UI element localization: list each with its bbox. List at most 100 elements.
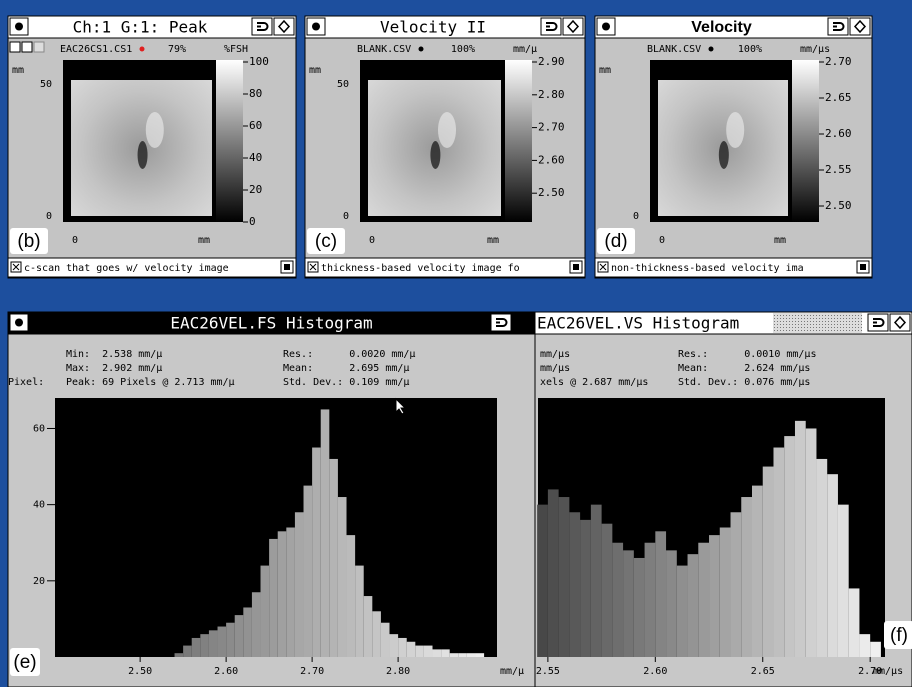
restore-button[interactable] (252, 18, 272, 35)
x-tick-label: 2.55 (536, 666, 560, 677)
x-zero-label: 0 (369, 235, 375, 246)
histogram-bar (784, 436, 795, 657)
resize-icon (284, 264, 290, 270)
histogram-bar (355, 566, 364, 657)
histogram-bar (458, 653, 467, 657)
unit: mm/µs (800, 44, 830, 55)
histogram-bar (450, 653, 459, 657)
histogram-bar (698, 543, 709, 657)
unit: %FSH (224, 44, 248, 55)
toolbar-icon[interactable] (10, 42, 20, 52)
window-title: Velocity (691, 19, 752, 36)
histogram-bar (795, 421, 806, 657)
histogram-bar (278, 531, 287, 657)
figure-tag: (f) (890, 625, 908, 646)
histogram-bar (175, 653, 184, 657)
restore-button[interactable] (828, 18, 848, 35)
histogram-bar (741, 497, 752, 657)
restore-button[interactable] (868, 314, 888, 331)
x-tick-label: 2.60 (643, 666, 667, 677)
colorbar-tick-label: 2.70 (825, 55, 852, 68)
colorbar-tick-label: 20 (249, 183, 262, 196)
histogram-bar (269, 539, 278, 657)
colorbar-tick-label: 80 (249, 87, 262, 100)
figure-tag: (e) (13, 652, 36, 673)
histogram-bar (763, 467, 774, 657)
y-label: Pixel: (8, 377, 44, 388)
stat: Res.: 0.0020 mm/µ (283, 349, 415, 360)
figure-tag: (c) (315, 231, 337, 252)
histogram-bar (623, 550, 634, 657)
scan-feature (719, 141, 729, 169)
histogram-bar (709, 535, 720, 657)
x-zero-label: 0 (72, 235, 78, 246)
colorbar-tick-label: 0 (249, 215, 256, 228)
histogram-bar (218, 627, 227, 657)
histogram-bar (537, 505, 548, 657)
stat: Res.: 0.0010 mm/µs (678, 349, 816, 360)
colorbar (792, 60, 819, 222)
x-tick-label: 2.50 (128, 666, 152, 677)
menu-icon (602, 23, 610, 31)
histogram-bar (838, 505, 849, 657)
histogram-bar (200, 634, 209, 657)
stat: xels @ 2.687 mm/µs (540, 377, 648, 388)
histogram-bar (415, 646, 424, 657)
restore-button[interactable] (541, 18, 561, 35)
histogram-bar (580, 520, 591, 657)
y-top-label: 50 (40, 79, 52, 90)
histogram-bar (467, 653, 476, 657)
toolbar-icon[interactable] (34, 42, 44, 52)
caption: c-scan that goes w/ velocity image (24, 263, 229, 274)
histogram-bar (849, 588, 860, 657)
histogram-bar (329, 459, 338, 657)
status-dot (140, 47, 145, 52)
histogram-bar (243, 607, 252, 657)
histogram-bar (407, 642, 416, 657)
y-tick-label: 40 (33, 500, 45, 511)
histogram-bar (424, 646, 433, 657)
status: 100% (451, 44, 475, 55)
histogram-bar (559, 497, 570, 657)
stat: mm/µs (540, 349, 570, 360)
colorbar (505, 60, 532, 222)
x-unit: mm (198, 235, 210, 246)
menu-icon (15, 23, 23, 31)
histogram-bar (304, 486, 313, 657)
histogram-bar (634, 558, 645, 657)
colorbar-tick-label: 2.55 (825, 163, 852, 176)
histogram-bar (655, 531, 666, 657)
y-zero-label: 0 (46, 211, 52, 222)
histogram-bar (752, 486, 763, 657)
histogram-bar (390, 634, 399, 657)
file-name: EAC26CS1.CS1 (60, 44, 132, 55)
histogram-bar (398, 638, 407, 657)
colorbar-tick-label: 2.80 (538, 88, 565, 101)
histogram-bar (827, 474, 838, 657)
page: Ch:1 G:1: PeakEAC26CS1.CS179%%FSH1008060… (0, 0, 912, 687)
histogram-bar (688, 554, 699, 657)
restore-button[interactable] (491, 314, 511, 331)
histogram-bar (859, 634, 870, 657)
caption: non-thickness-based velocity ima (611, 263, 804, 274)
status-dot (419, 47, 424, 52)
histogram-bar (347, 535, 356, 657)
histogram-bar (295, 512, 304, 657)
stat: Peak: 69 Pixels @ 2.713 mm/µ (66, 377, 235, 388)
status: 79% (168, 44, 186, 55)
x-tick-label: 2.70 (300, 666, 324, 677)
histogram-bar (433, 649, 442, 657)
x-unit: mm/µ (500, 666, 524, 677)
histogram-bar (666, 550, 677, 657)
histogram-bar (720, 528, 731, 658)
x-unit: mm (774, 235, 786, 246)
histogram-bar (591, 505, 602, 657)
x-tick-label: 2.65 (751, 666, 775, 677)
histogram-bar (364, 596, 373, 657)
colorbar-tick-label: 2.50 (538, 186, 565, 199)
toolbar-icon[interactable] (22, 42, 32, 52)
scan-feature (146, 112, 164, 148)
colorbar-tick-label: 2.90 (538, 55, 565, 68)
histogram-bar (612, 543, 623, 657)
y-zero-label: 0 (633, 211, 639, 222)
